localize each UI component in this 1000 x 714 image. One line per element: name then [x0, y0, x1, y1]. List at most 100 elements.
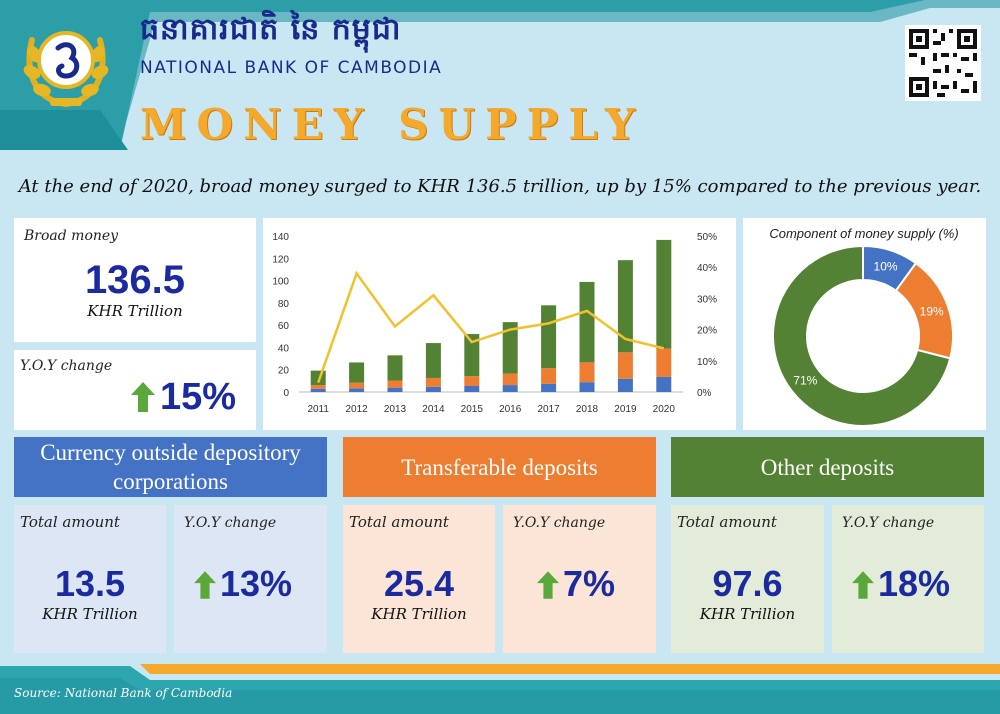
bar-segment — [425, 386, 441, 392]
broad-money-yoy-label: Y.O.Y change — [20, 358, 113, 374]
x-tick-label: 2019 — [614, 404, 637, 415]
y-tick-label: 20 — [278, 366, 290, 377]
donut-title: Component of money supply (%) — [769, 226, 958, 241]
bank-name-english: NATIONAL BANK OF CAMBODIA — [140, 58, 443, 78]
arrow-up-icon — [131, 382, 155, 412]
x-tick-label: 2020 — [653, 404, 676, 415]
page-title: MONEY SUPPLY — [140, 100, 646, 149]
broad-money-value: 136.5 — [84, 258, 186, 302]
transferable-yoy-value: 7% — [563, 563, 616, 604]
other-total-label: Total amount — [677, 513, 777, 531]
currency-outside-unit: KHR Trillion — [42, 605, 138, 623]
y-tick-label: 40 — [278, 343, 290, 354]
other-unit: KHR Trillion — [699, 605, 796, 623]
other-deposits-header: Other deposits — [671, 437, 984, 497]
bar-segment — [464, 334, 480, 377]
other-total-card: Total amount 97.6 KHR Trillion — [671, 505, 824, 653]
bar-segment — [617, 260, 633, 353]
currency-outside-total-label: Total amount — [20, 513, 120, 531]
bar-segment — [310, 388, 326, 392]
bar-segment — [656, 239, 672, 349]
broad-money-unit: KHR Trillion — [87, 302, 183, 320]
transferable-unit: KHR Trillion — [371, 605, 467, 623]
footer-band — [0, 664, 1000, 714]
y-tick-label: 60 — [278, 321, 290, 332]
donut-slice-label: 10% — [874, 260, 898, 274]
bar-segment — [541, 383, 557, 392]
currency-outside-header: Currency outside depository corporations — [14, 437, 327, 497]
broad-money-yoy-value: 15% — [160, 376, 237, 418]
bar-segment — [349, 362, 365, 383]
bar-segment — [349, 382, 365, 389]
transferable-deposits-title: Transferable deposits — [401, 454, 598, 480]
other-yoy-value: 18% — [878, 563, 951, 604]
currency-outside-total-value: 13.5 — [54, 563, 126, 604]
arrow-up-icon — [194, 571, 216, 599]
x-tick-label: 2011 — [307, 404, 329, 415]
broad-money-yoy-card: Y.O.Y change 15% — [14, 350, 256, 430]
bar-segment — [541, 368, 557, 384]
x-tick-label: 2017 — [537, 404, 560, 415]
bar-segment — [425, 377, 441, 387]
bank-logo — [23, 31, 109, 107]
currency-outside-yoy-label: Y.O.Y change — [184, 515, 277, 531]
other-deposits-title: Other deposits — [760, 454, 895, 480]
donut-chart-card: Component of money supply (%) 10% 19% 71% — [743, 218, 986, 430]
qr-code-icon — [905, 25, 981, 101]
bar-segment — [617, 352, 633, 379]
donut-slice-label: 71% — [793, 374, 817, 388]
bar-segment — [579, 362, 595, 383]
bar-chart-card: 0 20 40 60 80 100 120 140 0% 10% 20% 30% 40% 50% 2011 2… — [263, 218, 736, 430]
arrow-up-icon — [852, 571, 874, 599]
bar-segment — [310, 370, 326, 386]
x-tick-label: 2012 — [345, 404, 368, 415]
bar-segment — [502, 322, 518, 374]
donut-slice — [772, 244, 952, 427]
transferable-yoy-label: Y.O.Y change — [513, 515, 606, 531]
other-total-value: 97.6 — [712, 563, 783, 604]
y2-tick-label: 10% — [697, 357, 717, 368]
currency-outside-title: Currency outside depository corporations — [40, 440, 301, 494]
bar-segment — [349, 388, 365, 392]
y-tick-label: 120 — [272, 254, 289, 265]
bar-segment — [425, 343, 441, 378]
y2-tick-label: 50% — [697, 232, 717, 243]
x-tick-label: 2016 — [499, 404, 522, 415]
growth-rate-line — [317, 270, 665, 384]
bank-name-khmer: ធនាគារជាតិ នៃ កម្ពុជា — [140, 12, 402, 47]
bar-segment — [387, 355, 403, 381]
transferable-total-card: Total amount 25.4 KHR Trillion — [343, 505, 495, 653]
transferable-total-value: 25.4 — [383, 563, 455, 604]
bar-segment — [579, 382, 595, 392]
money-supply-bar-chart: 0 20 40 60 80 100 120 140 0% 10% 20% 30% 40% 50% 2011 2… — [272, 232, 717, 415]
x-tick-label: 2015 — [461, 404, 484, 415]
donut-slice-label: 19% — [920, 304, 944, 318]
broad-money-card: Broad money 136.5 KHR Trillion — [14, 218, 256, 342]
summary-text: At the end of 2020, broad money surged t… — [18, 176, 982, 197]
bar-segment — [541, 305, 557, 369]
source-note: Source: National Bank of Cambodia — [14, 686, 233, 700]
bar-segment — [617, 378, 633, 392]
y2-tick-label: 20% — [697, 326, 717, 337]
transferable-deposits-header: Transferable deposits — [343, 437, 656, 497]
x-tick-label: 2014 — [422, 404, 445, 415]
bar-segment — [579, 281, 595, 363]
y-tick-label: 80 — [278, 299, 290, 310]
broad-money-label: Broad money — [24, 228, 119, 244]
y2-tick-label: 0% — [697, 388, 712, 399]
y2-tick-label: 30% — [697, 294, 717, 305]
bar-segment — [464, 385, 480, 392]
x-tick-label: 2013 — [384, 404, 407, 415]
x-tick-label: 2018 — [576, 404, 599, 415]
arrow-up-icon — [537, 571, 559, 599]
component-donut-chart: Component of money supply (%) 10% 19% 71% — [769, 226, 959, 427]
currency-outside-yoy-card: Y.O.Y change 13% — [174, 505, 327, 653]
bar-segment — [387, 380, 403, 388]
other-yoy-card: Y.O.Y change 18% — [832, 505, 984, 653]
bar-segment — [464, 376, 480, 386]
currency-outside-yoy-value: 13% — [220, 563, 293, 604]
header-band — [0, 0, 1000, 150]
transferable-yoy-card: Y.O.Y change 7% — [503, 505, 656, 653]
currency-outside-total-card: Total amount 13.5 KHR Trillion — [14, 505, 166, 653]
y-tick-label: 140 — [272, 232, 289, 243]
